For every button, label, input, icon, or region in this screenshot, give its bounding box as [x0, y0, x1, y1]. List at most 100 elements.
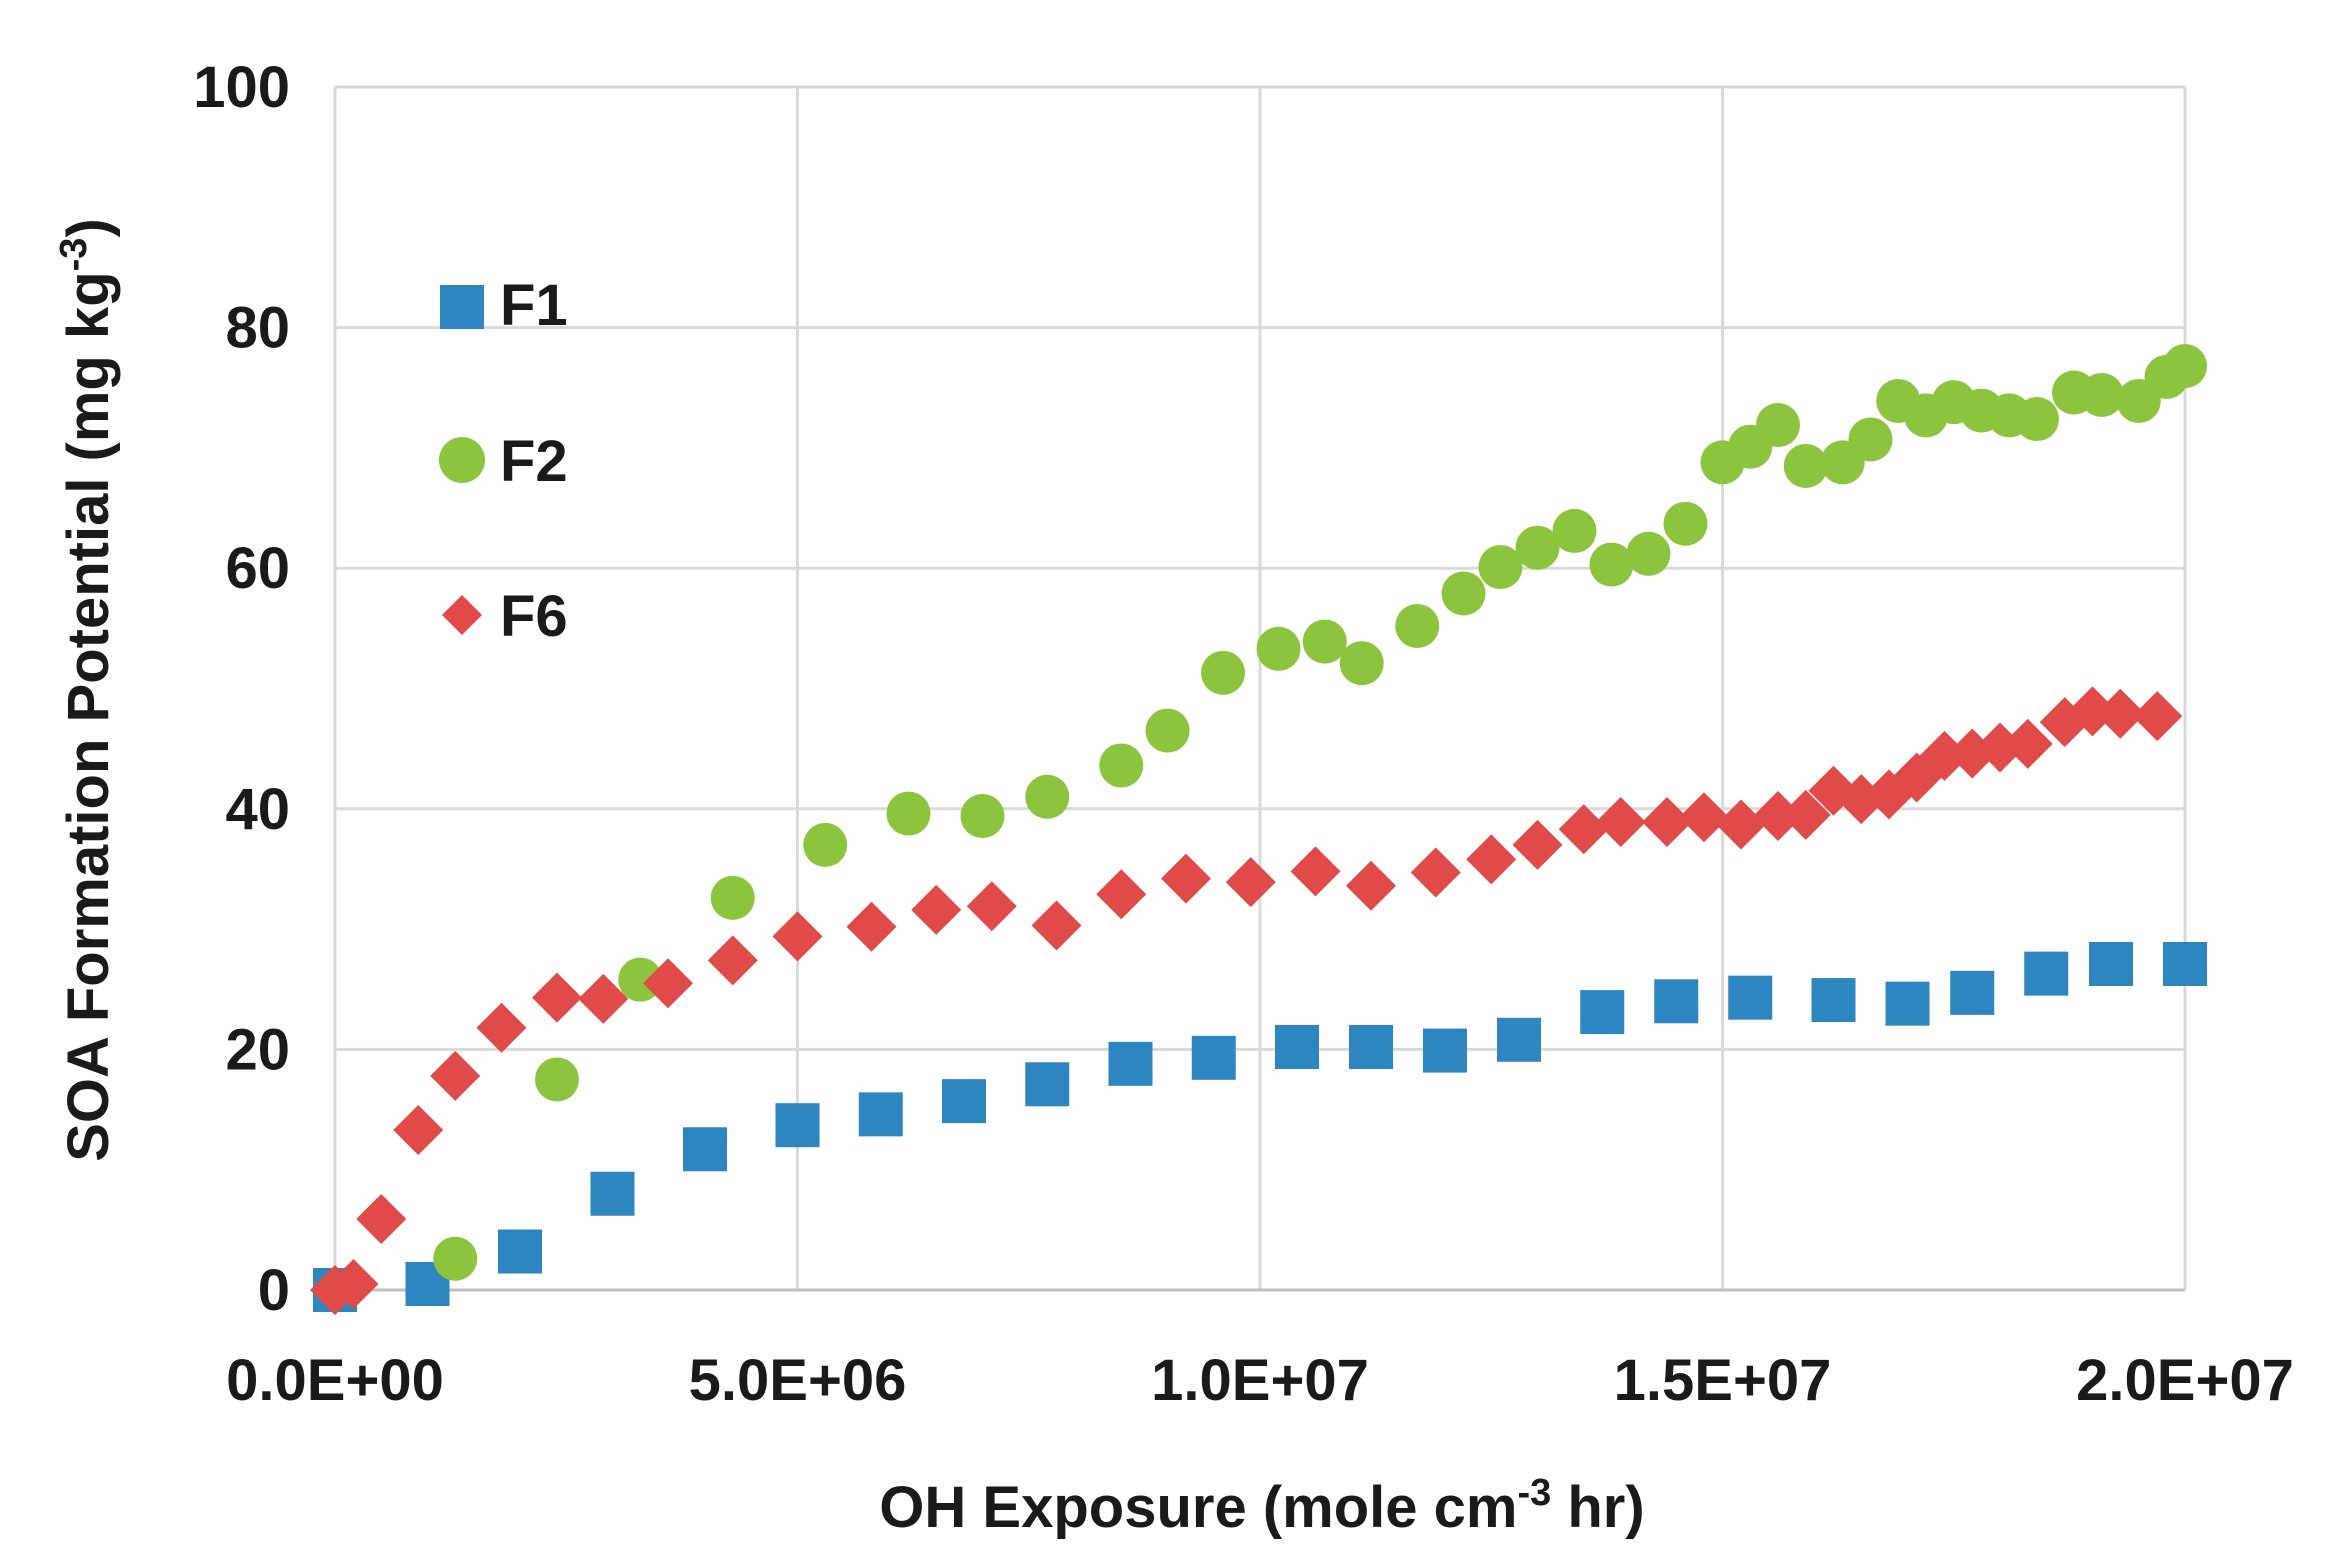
data-point-f1: [775, 1103, 820, 1148]
data-point-f1: [1025, 1062, 1070, 1107]
data-point-f6: [1161, 853, 1211, 904]
data-point-f2: [535, 1057, 579, 1102]
data-point-f1: [1580, 990, 1625, 1035]
data-point-f6: [1780, 789, 1831, 840]
x-tick-label: 1.0E+07: [1151, 1348, 1369, 1413]
data-point-f6: [1031, 900, 1082, 951]
x-tick-label: 5.0E+06: [689, 1348, 907, 1413]
data-point-f2: [1589, 542, 1634, 587]
x-tick-label: 1.5E+07: [1614, 1348, 1832, 1413]
data-point-f6: [2132, 691, 2183, 742]
data-point-f6: [1558, 804, 1609, 855]
y-axis-title: SOA Formation Potential (mg kg-3): [53, 218, 121, 1162]
data-point-f2: [1256, 626, 1301, 671]
data-point-f1: [1728, 975, 1773, 1020]
data-point-f1: [590, 1171, 635, 1216]
data-point-f2: [1552, 508, 1597, 553]
data-point-f2: [1783, 443, 1828, 488]
data-point-f6: [772, 911, 823, 962]
data-point-f6: [393, 1105, 444, 1156]
legend-label-f1: F1: [500, 273, 568, 338]
data-point-f1: [1654, 979, 1699, 1024]
x-tick-label: 2.0E+07: [2076, 1348, 2294, 1413]
data-point-f2: [2079, 372, 2124, 417]
data-point-f6: [2002, 718, 2053, 769]
data-point-f6: [1716, 799, 1766, 850]
data-point-f1: [683, 1127, 727, 1172]
data-point-f2: [1145, 708, 1190, 753]
data-point-f1: [1497, 1017, 1541, 1062]
data-point-f6: [846, 901, 897, 952]
data-point-f1: [1349, 1024, 1393, 1069]
data-point-f6: [1290, 846, 1341, 897]
y-tick-label: 100: [193, 55, 290, 120]
data-point-f1: [1811, 978, 1856, 1023]
data-point-f2: [1515, 525, 1560, 570]
legend-label-f6: F6: [500, 584, 568, 649]
data-point-f1: [498, 1229, 542, 1274]
tick-labels: 0 20 40 60 80 100 0.0E+00 5.0E+06 1.0E+07 1.5E+07…: [193, 55, 2294, 1413]
data-point-f6: [1595, 797, 1646, 848]
grid-lines: [335, 85, 2187, 1290]
legend-label-f2: F2: [500, 429, 568, 494]
data-point-f2: [1395, 603, 1440, 648]
data-point-f6: [1642, 797, 1692, 848]
data-point-f1: [2163, 941, 2207, 986]
data-point-f2: [2163, 344, 2207, 389]
data-point-f2: [1441, 571, 1486, 616]
data-point-f6: [911, 884, 962, 935]
data-point-f6: [2095, 688, 2146, 739]
data-point-f2: [1478, 544, 1523, 589]
data-point-f1: [858, 1092, 903, 1137]
series-f2: [433, 344, 2207, 1281]
data-point-f6: [1410, 847, 1461, 898]
data-point-f6: [1346, 860, 1396, 911]
legend-square-marker: [440, 285, 484, 329]
legend-diamond-marker: [442, 595, 482, 635]
data-point-f1: [942, 1079, 986, 1124]
data-point-f6: [532, 972, 582, 1023]
data-point-f6: [476, 1002, 527, 1053]
data-point-f1: [2024, 951, 2069, 996]
data-point-f6: [356, 1194, 407, 1245]
legend-circle-marker: [439, 437, 485, 483]
data-point-f2: [886, 791, 931, 836]
data-point-f1: [1950, 970, 1995, 1015]
data-point-f2: [1025, 774, 1070, 819]
data-point-f2: [1626, 531, 1671, 576]
data-point-f6: [707, 935, 758, 986]
data-point-f6: [328, 1258, 379, 1309]
data-point-f6: [430, 1050, 481, 1101]
data-point-f6: [643, 958, 693, 1009]
x-axis-title: OH Exposure (mole cm-3 hr): [879, 1472, 1644, 1540]
data-point-f2: [1099, 743, 1144, 788]
y-tick-label: 40: [225, 777, 290, 842]
data-point-f2: [710, 875, 755, 920]
data-point-f2: [1302, 619, 1347, 664]
data-point-f1: [1191, 1035, 1236, 1080]
data-point-f1: [2089, 941, 2133, 986]
data-point-f6: [578, 973, 629, 1024]
legend-item-f2: F2: [439, 429, 568, 494]
data-point-f6: [1753, 791, 1803, 842]
data-point-f2: [960, 794, 1005, 839]
data-point-f6: [1679, 792, 1729, 843]
data-point-f1: [1885, 981, 1930, 1026]
data-point-f2: [1848, 417, 1893, 462]
data-point-f2: [433, 1236, 478, 1281]
y-tick-label: 80: [225, 296, 290, 361]
data-point-f6: [1512, 819, 1563, 870]
series-markers: [310, 344, 2207, 1315]
y-tick-label: 0: [258, 1258, 290, 1323]
data-point-f2: [803, 822, 848, 867]
data-point-f6: [1096, 869, 1147, 920]
data-point-f6: [966, 881, 1017, 932]
data-point-f2: [1756, 403, 1800, 448]
data-point-f6: [1225, 857, 1276, 908]
data-point-f6: [1919, 730, 1970, 781]
data-point-f6: [2067, 686, 2118, 737]
legend-item-f1: F1: [440, 273, 568, 338]
data-point-f1: [1423, 1028, 1467, 1073]
axes: [333, 87, 2185, 1292]
